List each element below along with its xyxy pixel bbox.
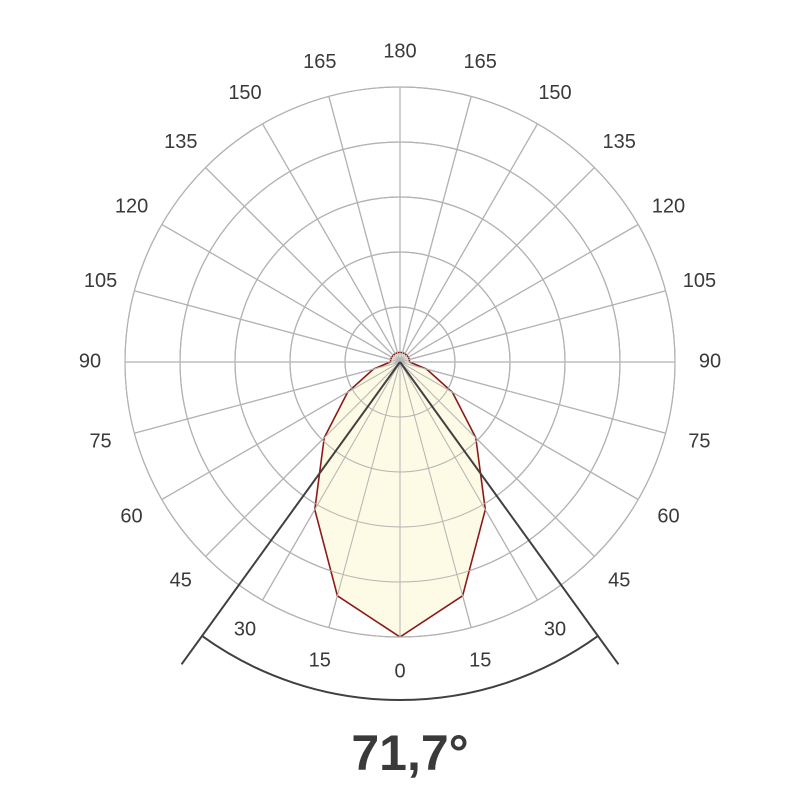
angle-label: 90 [79,350,101,372]
spoke-overlay [399,361,538,601]
angle-label: 150 [538,82,571,104]
spoke-overlay [262,123,401,363]
angle-label: 105 [683,270,716,292]
spoke-overlay [205,167,401,363]
angle-label: 75 [89,431,111,453]
angle-label: 90 [699,350,721,372]
spoke-overlay [328,96,401,363]
grid-ring-overlay [179,141,621,583]
angle-label: 45 [170,569,192,591]
beam-angle-label: 71,7° [351,725,468,781]
angle-label: 60 [657,505,679,527]
angle-label: 15 [469,650,491,672]
angle-label: 165 [303,51,336,73]
angle-label: 105 [84,270,117,292]
spoke-overlay [399,361,639,500]
spoke-overlay [399,290,666,363]
spoke-overlay [399,96,472,363]
angle-label: 30 [544,619,566,641]
spoke-overlay [205,361,401,557]
spoke-overlay [399,224,639,363]
angle-label: 60 [120,505,142,527]
angle-label: 45 [608,569,630,591]
angle-label: 165 [464,51,497,73]
spoke-overlay [161,361,401,500]
grid-ring-overlay [344,306,456,418]
spoke-overlay [399,361,595,557]
grid-ring-overlay [289,251,511,473]
beam-line [180,361,401,665]
grid-ring-overlay [234,196,566,528]
spoke-overlay [161,224,401,363]
beam-line [399,361,620,665]
intensity-curve [399,351,487,638]
spoke-overlay [399,361,666,434]
angle-label: 120 [652,195,685,217]
angle-label: 135 [164,131,197,153]
beam-arc [201,635,599,701]
angle-label: 135 [603,131,636,153]
angle-label: 15 [309,650,331,672]
spoke-overlay [262,361,401,601]
intensity-curve [314,351,401,638]
spoke-overlay [399,167,595,363]
angle-label: 120 [115,195,148,217]
angle-label: 30 [234,619,256,641]
spoke-overlay [328,361,401,628]
angle-label: 180 [383,40,416,62]
spoke-overlay [399,361,472,628]
angle-label: 75 [688,431,710,453]
spoke-overlay [399,123,538,363]
grid-ring-overlay [124,86,676,638]
angle-label: 150 [228,82,261,104]
spoke-overlay [134,290,401,363]
angle-label: 0 [394,660,405,682]
spoke-overlay [134,361,401,434]
